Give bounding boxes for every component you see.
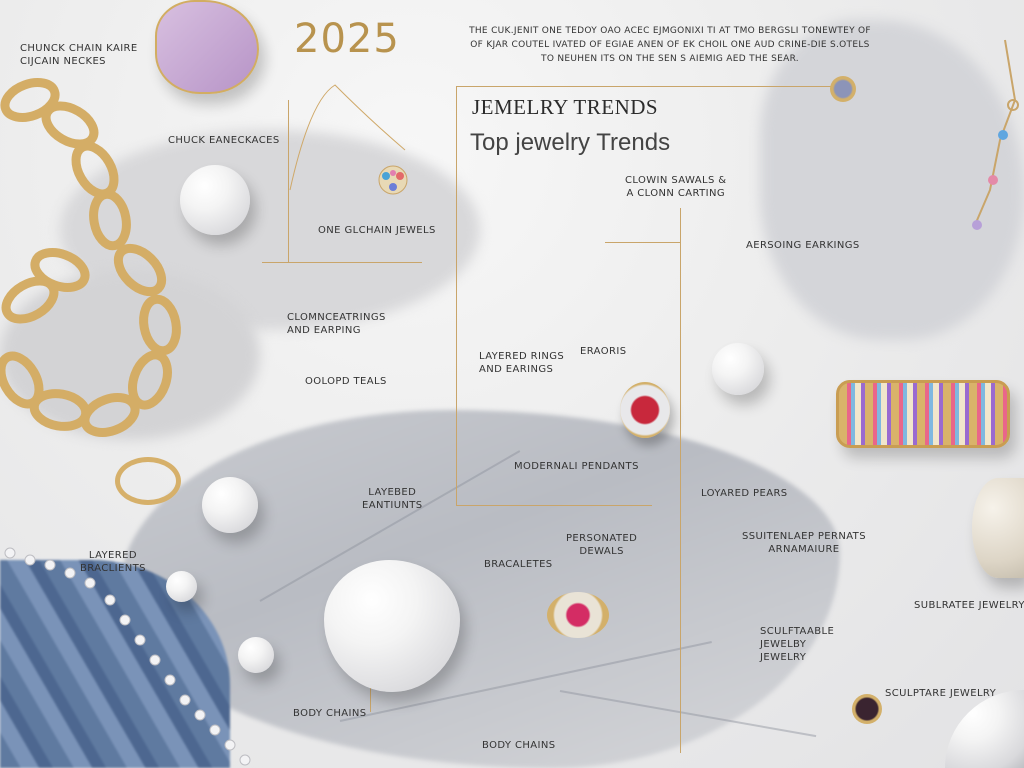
trend-label: BODY CHAINS: [482, 740, 556, 751]
pearl-icon: [712, 343, 764, 395]
pearl-icon: [202, 477, 258, 533]
trend-label: BRACALETES: [484, 559, 553, 570]
trend-label: CHUNCK CHAIN KAIRE CIJCAIN NECKES: [20, 43, 138, 67]
trend-label: BODY CHAINS: [293, 708, 367, 719]
trend-label: ONE GLCHAIN JEWELS: [318, 225, 436, 236]
intro-paragraph: THE CUK.JENIT ONE TEDOY OAO ACEC EJMGONI…: [469, 26, 871, 64]
pink-gem-ring-icon: [547, 592, 609, 638]
frame-line: [370, 680, 371, 712]
frame-line: [288, 100, 289, 262]
gold-ring-icon: [115, 457, 181, 505]
year-heading: 2025: [294, 16, 400, 62]
pearl-icon: [166, 571, 197, 602]
ruby-ring-icon: [620, 382, 670, 438]
frame-line: [680, 208, 681, 753]
trend-label: OOLOPD TEALS: [305, 376, 387, 387]
frame-line: [262, 262, 422, 263]
trend-label: AERSOING EARKINGS: [746, 240, 860, 251]
frame-line: [456, 86, 457, 506]
marble-slab: [120, 410, 840, 768]
page-subtitle: Top jewelry Trends: [470, 129, 671, 156]
trend-label: MODERNALI PENDANTS: [514, 461, 639, 472]
frame-line: [456, 86, 848, 87]
trend-label: LAYERED RINGS AND EARINGS: [479, 351, 565, 375]
opal-stone-icon: [972, 478, 1024, 578]
trend-label: LAYERED BRACLIENTS: [80, 550, 146, 574]
trend-label: SCULPTARE JEWELRY: [885, 688, 997, 699]
shadow-wave: [0, 270, 260, 440]
diamond-tennis-bracelet-icon: [4, 547, 251, 766]
pendant-necklace-icon: [289, 84, 408, 195]
shadow-wave: [760, 20, 1024, 340]
trend-label: SCULFTAABLE JEWELBY JEWELRY: [760, 626, 835, 663]
trend-label: ERAORIS: [580, 346, 627, 357]
trend-label: LAYEBED EANTIUNTS: [362, 487, 423, 511]
pearl-icon: [238, 637, 274, 673]
trend-label: SSUITENLAEP PERNATS ARNAMAIURE: [742, 531, 866, 555]
baroque-pearl-icon: [324, 560, 460, 692]
amethyst-stone-icon: [155, 0, 259, 94]
trend-label: SUBLRATEE JEWELRY: [914, 600, 1024, 611]
stud-earring-icon: [830, 76, 856, 102]
dark-gem-earring-icon: [852, 694, 882, 724]
trend-label: CLOMNCEATRINGS AND EARPING: [287, 312, 386, 336]
pearl-icon: [180, 165, 250, 235]
trend-label: LOYARED PEARS: [701, 488, 788, 499]
trend-label: CLOWIN SAWALS & A CLONN CARTING: [625, 175, 727, 199]
gold-chain-icon: [0, 78, 181, 437]
gemstone-cuff-bracelet-icon: [836, 380, 1010, 448]
frame-line: [605, 242, 680, 243]
trend-label: CHUCK EANECKACES: [168, 135, 280, 146]
page-title: JEMELRY TRENDS: [472, 95, 659, 119]
drop-earring-icon: [972, 39, 1019, 230]
trend-label: PERSONATED DEWALS: [566, 533, 638, 557]
frame-line: [456, 505, 652, 506]
